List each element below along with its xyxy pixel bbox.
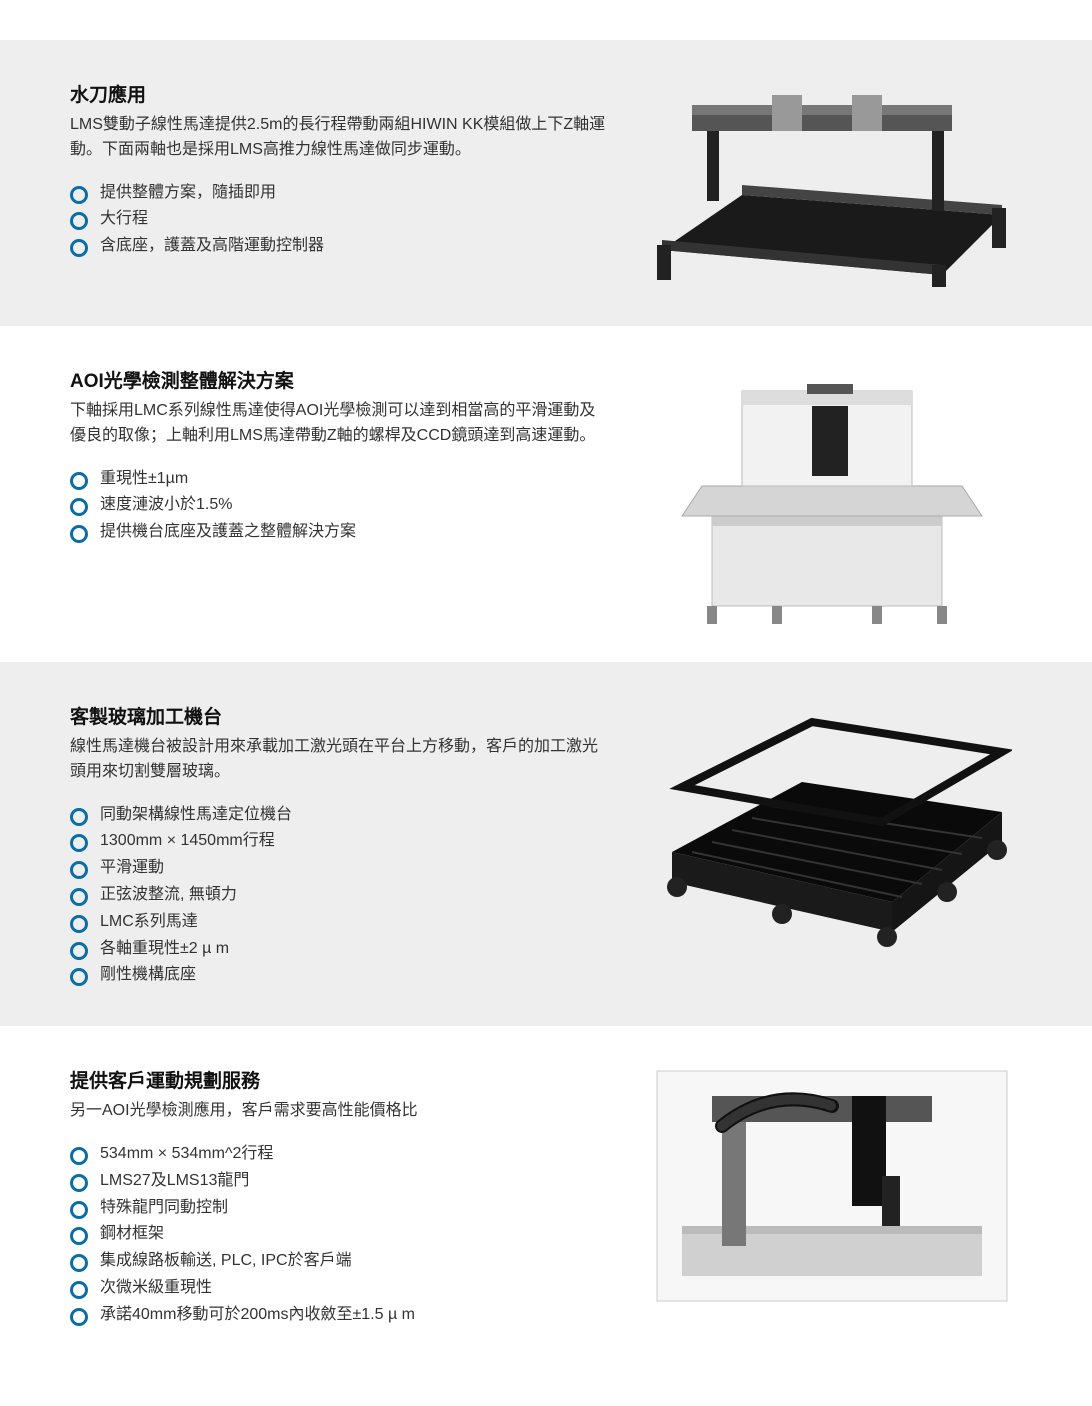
section-description: 下軸採用LMC系列線性馬達使得AOI光學檢測可以達到相當高的平滑運動及優良的取像… bbox=[70, 399, 610, 449]
bullet-item: 含底座，護蓋及高階運動控制器 bbox=[70, 234, 610, 259]
machine-image-aoi bbox=[652, 366, 1012, 626]
bullet-list: 重現性±1µm 速度漣波小於1.5% 提供機台底座及護蓋之整體解決方案 bbox=[70, 467, 610, 545]
section-title: AOI光學檢測整體解決方案 bbox=[70, 366, 610, 393]
text-column: 水刀應用 LMS雙動子線性馬達提供2.5m的長行程帶動兩組HIWIN KK模組做… bbox=[70, 80, 610, 261]
bullet-list: 534mm × 534mm^2行程 LMS27及LMS13龍門 特殊龍門同動控制… bbox=[70, 1142, 610, 1328]
section-motion-planning: 提供客戶運動規劃服務 另一AOI光學檢測應用，客戶需求要高性能價格比 534mm… bbox=[0, 1026, 1092, 1365]
section-glass: 客製玻璃加工機台 線性馬達機台被設計用來承載加工激光頭在平台上方移動，客戶的加工… bbox=[0, 662, 1092, 1026]
image-column bbox=[642, 1066, 1022, 1306]
text-column: AOI光學檢測整體解決方案 下軸採用LMC系列線性馬達使得AOI光學檢測可以達到… bbox=[70, 366, 610, 547]
bullet-item: 1300mm × 1450mm行程 bbox=[70, 829, 610, 854]
section-description: 另一AOI光學檢測應用，客戶需求要高性能價格比 bbox=[70, 1099, 610, 1124]
bullet-item: 集成線路板輸送, PLC, IPC於客戶端 bbox=[70, 1249, 610, 1274]
bullet-item: 大行程 bbox=[70, 207, 610, 232]
machine-image-motion-planning bbox=[652, 1066, 1012, 1306]
machine-image-waterjet bbox=[652, 80, 1012, 290]
bullet-item: LMC系列馬達 bbox=[70, 910, 610, 935]
bullet-item: 534mm × 534mm^2行程 bbox=[70, 1142, 610, 1167]
section-description: LMS雙動子線性馬達提供2.5m的長行程帶動兩組HIWIN KK模組做上下Z軸運… bbox=[70, 113, 610, 163]
section-title: 提供客戶運動規劃服務 bbox=[70, 1066, 610, 1093]
bullet-item: 正弦波整流, 無頓力 bbox=[70, 883, 610, 908]
bullet-item: 同動架構線性馬達定位機台 bbox=[70, 803, 610, 828]
image-column bbox=[642, 366, 1022, 626]
text-column: 客製玻璃加工機台 線性馬達機台被設計用來承載加工激光頭在平台上方移動，客戶的加工… bbox=[70, 702, 610, 990]
section-description: 線性馬達機台被設計用來承載加工激光頭在平台上方移動，客戶的加工激光頭用來切割雙層… bbox=[70, 735, 610, 785]
bullet-item: 剛性機構底座 bbox=[70, 963, 610, 988]
image-column bbox=[642, 80, 1022, 290]
machine-image-glass bbox=[652, 702, 1012, 952]
bullet-item: 承諾40mm移動可於200ms內收斂至±1.5 µ m bbox=[70, 1303, 610, 1328]
text-column: 提供客戶運動規劃服務 另一AOI光學檢測應用，客戶需求要高性能價格比 534mm… bbox=[70, 1066, 610, 1329]
section-waterjet: 水刀應用 LMS雙動子線性馬達提供2.5m的長行程帶動兩組HIWIN KK模組做… bbox=[0, 40, 1092, 326]
section-aoi: AOI光學檢測整體解決方案 下軸採用LMC系列線性馬達使得AOI光學檢測可以達到… bbox=[0, 326, 1092, 662]
page: 水刀應用 LMS雙動子線性馬達提供2.5m的長行程帶動兩組HIWIN KK模組做… bbox=[0, 0, 1092, 1406]
bullet-item: 平滑運動 bbox=[70, 856, 610, 881]
bullet-item: 提供整體方案，隨插即用 bbox=[70, 181, 610, 206]
bullet-item: 特殊龍門同動控制 bbox=[70, 1196, 610, 1221]
bullet-item: 重現性±1µm bbox=[70, 467, 610, 492]
section-title: 水刀應用 bbox=[70, 80, 610, 107]
bullet-item: 提供機台底座及護蓋之整體解決方案 bbox=[70, 520, 610, 545]
bullet-item: 速度漣波小於1.5% bbox=[70, 493, 610, 518]
section-title: 客製玻璃加工機台 bbox=[70, 702, 610, 729]
bullet-list: 提供整體方案，隨插即用 大行程 含底座，護蓋及高階運動控制器 bbox=[70, 181, 610, 259]
image-column bbox=[642, 702, 1022, 952]
bullet-item: 各軸重現性±2 µ m bbox=[70, 937, 610, 962]
bullet-list: 同動架構線性馬達定位機台 1300mm × 1450mm行程 平滑運動 正弦波整… bbox=[70, 803, 610, 989]
bullet-item: 次微米級重現性 bbox=[70, 1276, 610, 1301]
bullet-item: 鋼材框架 bbox=[70, 1222, 610, 1247]
bullet-item: LMS27及LMS13龍門 bbox=[70, 1169, 610, 1194]
